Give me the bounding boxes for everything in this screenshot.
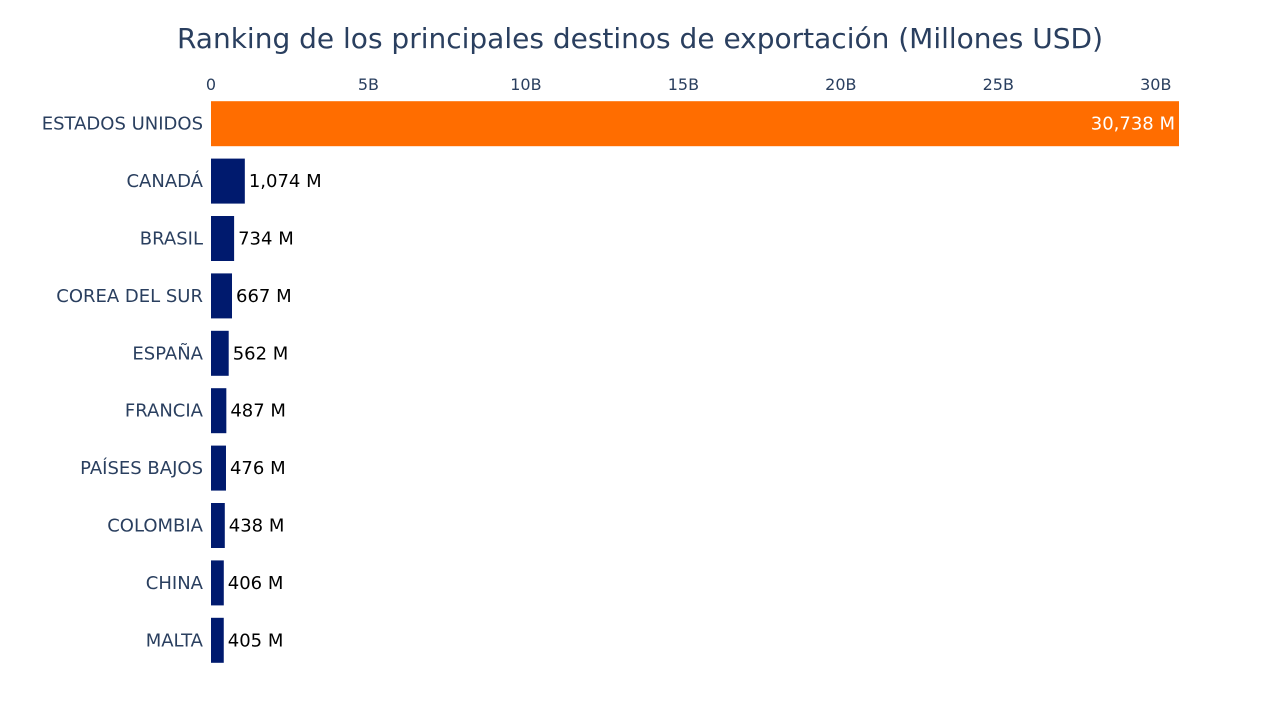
bar [211,216,235,261]
x-tick-label: 30B [1140,75,1171,94]
data-label: 438 M [229,516,285,537]
bar [211,617,224,663]
category-label: BRASIL [140,229,203,250]
bar [211,503,225,548]
x-tick-label: 20B [825,75,856,94]
category-label: FRANCIA [125,401,204,422]
x-tick-label: 10B [510,75,541,94]
bar [211,273,233,319]
data-label: 1,074 M [249,171,322,192]
x-tick-label: 0 [206,75,216,94]
data-label: 30,738 M [1091,114,1175,135]
bar [211,158,245,204]
value-labels-group: 30,738 M 1,074 M 734 M 667 M 562 M 487 M 476 M… [228,114,1175,652]
category-label: PAÍSES BAJOS [80,457,203,479]
category-label: CANADÁ [126,170,203,192]
chart-title: Ranking de los principales destinos de e… [177,22,1103,55]
data-label: 476 M [230,458,286,479]
data-label: 667 M [236,286,292,307]
y-axis: ESTADOS UNIDOS CANADÁ BRASIL COREA DEL SUR E… [42,114,204,652]
category-label: COLOMBIA [107,516,203,537]
x-tick-label: 5B [358,75,379,94]
bar [211,330,229,376]
data-label: 406 M [228,573,284,594]
category-label: ESTADOS UNIDOS [42,114,203,135]
bar [211,445,226,491]
bar [211,101,1179,147]
bars-group [211,101,1179,663]
category-label: MALTA [146,630,204,651]
category-label: ESPAÑA [132,342,203,364]
bar [211,388,227,434]
x-tick-label: 15B [668,75,699,94]
data-label: 405 M [228,630,284,651]
bar [211,560,224,606]
x-axis: 0 5B 10B 15B 20B 25B 30B [206,75,1172,94]
category-label: COREA DEL SUR [56,286,203,307]
data-label: 487 M [230,401,286,422]
x-tick-label: 25B [983,75,1014,94]
category-label: CHINA [146,573,204,594]
data-label: 562 M [233,343,289,364]
data-label: 734 M [238,229,294,250]
